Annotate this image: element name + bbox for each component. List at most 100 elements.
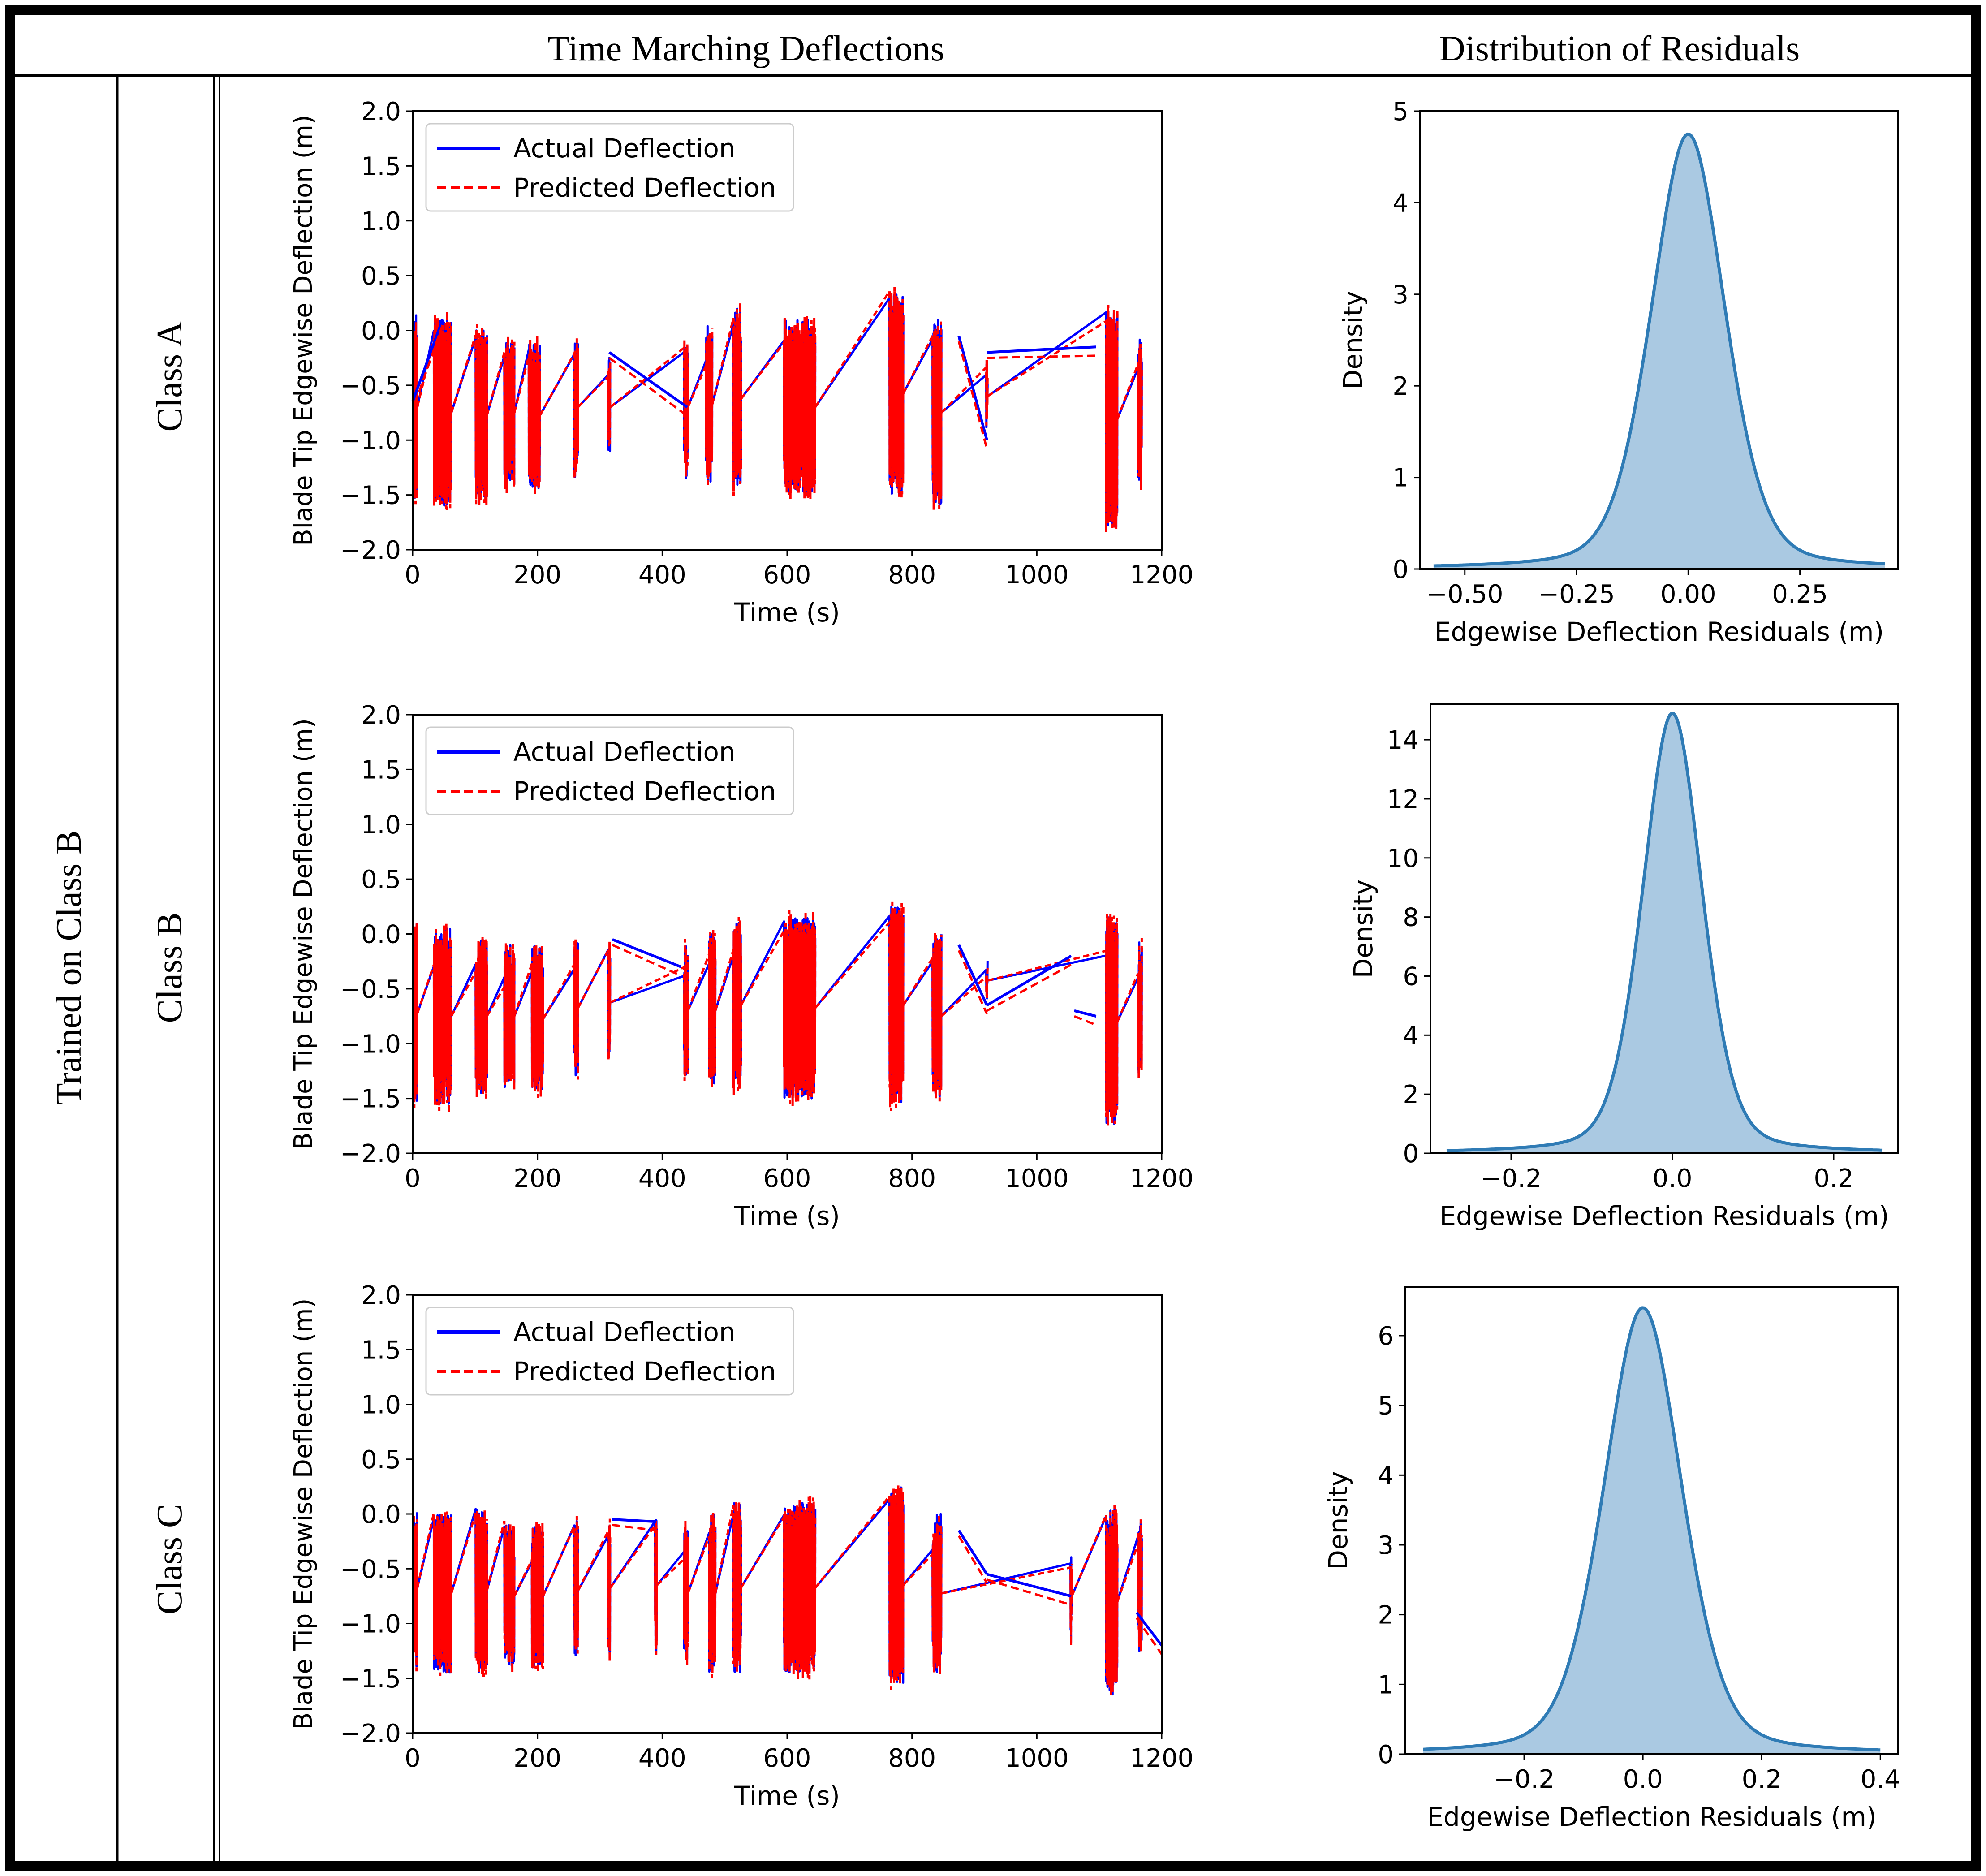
- ts-a-xtick-label-4: 800: [888, 561, 936, 590]
- ts-b-ytick-label-3: −0.5: [340, 975, 401, 1004]
- kde-b-xtick-label-2: 0.2: [1814, 1164, 1853, 1193]
- ts-c-ytick-label-6: 1.0: [361, 1391, 401, 1420]
- kde-c-ytick-label-2: 2: [1378, 1601, 1394, 1630]
- kde-b-chart: −0.2 0.0 0.2 0 2 4 6 8 10 12 14 Edgewise Deflection…: [1348, 703, 1899, 1231]
- ts-c-ytick-label-0: −2.0: [340, 1719, 401, 1748]
- ts-a-bridge-predicted-1: [608, 357, 688, 417]
- kde-c-ytick-label-1: 1: [1378, 1670, 1394, 1699]
- ts-b-chart: 0 200 400 600 800 1000 1200 −2.0 −1.5 −1.0 −0.5 0.0…: [289, 701, 1193, 1231]
- ts-b-ytick-label-7: 1.5: [361, 755, 401, 785]
- ts-a-xtick-label-1: 200: [513, 561, 561, 590]
- ts-a-xlabel: Time (s): [734, 597, 840, 628]
- ts-b-series-actual: [413, 906, 1143, 1125]
- kde-b-ytick-label-5: 10: [1387, 844, 1419, 873]
- kde-b-ytick-label-6: 12: [1387, 785, 1419, 814]
- kde-c-ytick-label-5: 5: [1378, 1392, 1394, 1421]
- ts-c-series-predicted: [413, 1485, 1143, 1696]
- ts-c-ytick-label-8: 2.0: [361, 1281, 401, 1310]
- ts-c-bridge-actual-2: [987, 1573, 1072, 1598]
- ts-b-xlabel: Time (s): [734, 1201, 840, 1231]
- kde-c-ytick-label-3: 3: [1378, 1531, 1394, 1560]
- kde-b-xtick-label-1: 0.0: [1652, 1164, 1692, 1193]
- ts-a-ytick-label-0: −2.0: [340, 536, 401, 565]
- ts-a-bridge-predicted-3: [987, 354, 1096, 359]
- ts-c-ytick-label-3: −0.5: [340, 1555, 401, 1584]
- ts-b-legend-box: [425, 726, 794, 815]
- ts-a-chart: 0 200 400 600 800 1000 1200 −2.0 −1.5 −1.0 −0.5 0.0…: [289, 97, 1193, 628]
- kde-b-ytick-label-2: 4: [1403, 1021, 1419, 1050]
- ts-a-ylabel: Blade Tip Edgewise Deflection (m): [289, 115, 318, 546]
- kde-a-kde-line: [1433, 132, 1885, 568]
- kde-a-chart: −0.50 −0.25 0.00 0.25 0 1 2 3 4 5 Edgewise Deflect…: [1338, 97, 1899, 647]
- ts-c-legend-predicted-label: Predicted Deflection: [513, 1356, 776, 1387]
- ts-b-xtick-label-3: 600: [763, 1164, 811, 1193]
- kde-a-ytick-label-2: 2: [1392, 372, 1409, 401]
- ts-a-bridge-actual-1: [608, 351, 688, 409]
- kde-b-ytick-label-7: 14: [1387, 726, 1419, 755]
- ts-c-xtick-label-3: 600: [763, 1744, 811, 1773]
- ts-b-xtick-label-5: 1000: [1005, 1164, 1069, 1193]
- ts-a-legend-box: [425, 123, 794, 212]
- kde-b-axes-frame: [1430, 703, 1899, 1154]
- ts-a-ytick-label-6: 1.0: [361, 207, 401, 236]
- header-time-marching: Time Marching Deflections: [547, 29, 944, 69]
- ts-c-ylabel: Blade Tip Edgewise Deflection (m): [289, 1298, 318, 1730]
- kde-a-ytick-label-5: 5: [1392, 97, 1409, 126]
- ts-a-bridge-actual-0: [411, 319, 444, 402]
- ts-b-xtick-label-6: 1200: [1130, 1164, 1194, 1193]
- ts-b-ytick-label-8: 2.0: [361, 701, 401, 730]
- kde-a-xtick-label-0: −0.50: [1426, 580, 1504, 609]
- kde-a-xlabel: Edgewise Deflection Residuals (m): [1435, 617, 1884, 647]
- ts-c-axes-frame: [412, 1294, 1163, 1734]
- ts-c-bridge-predicted-2: [987, 1578, 1072, 1606]
- kde-a-xtick-label-2: 0.00: [1660, 580, 1716, 609]
- ts-a-legend-predicted-label: Predicted Deflection: [513, 173, 776, 203]
- ts-b-bridge-predicted-1: [957, 950, 988, 1015]
- kde-c-axes-frame: [1404, 1286, 1899, 1755]
- kde-b-histogram-fill: [1447, 713, 1882, 1153]
- kde-b-ylabel: Density: [1348, 880, 1379, 979]
- kde-b-xlabel: Edgewise Deflection Residuals (m): [1439, 1201, 1889, 1231]
- ts-a-bridge-predicted-0: [411, 324, 444, 411]
- kde-c-kde-line: [1423, 1306, 1881, 1752]
- kde-a-xtick-label-3: 0.25: [1772, 580, 1828, 609]
- kde-c-xlabel: Edgewise Deflection Residuals (m): [1427, 1802, 1876, 1832]
- ts-a-ytick-label-2: −1.0: [340, 426, 401, 455]
- kde-c-ytick-label-6: 6: [1378, 1322, 1394, 1351]
- ts-c-ytick-label-2: −1.0: [340, 1610, 401, 1639]
- ts-c-chart: 0 200 400 600 800 1000 1200 −2.0 −1.5 −1.0 −0.5 0.0…: [289, 1281, 1193, 1811]
- ts-b-bridge-predicted-0: [612, 944, 682, 977]
- ts-a-xtick-label-3: 600: [763, 561, 811, 590]
- kde-a-ytick-label-3: 3: [1392, 280, 1409, 310]
- kde-c-ytick-label-4: 4: [1378, 1461, 1394, 1490]
- kde-a-ytick-label-0: 0: [1392, 555, 1409, 584]
- ts-b-ytick-label-5: 0.5: [361, 865, 401, 894]
- ts-c-bridge-actual-0: [612, 1518, 656, 1523]
- ts-b-legend-actual-label: Actual Deflection: [513, 737, 736, 767]
- ts-b-ytick-label-4: 0.0: [361, 920, 401, 949]
- ts-b-axes-frame: [412, 714, 1163, 1154]
- ts-c-xlabel: Time (s): [734, 1781, 840, 1811]
- ts-c-legend-box: [425, 1307, 794, 1396]
- class-a-label: Class A: [150, 321, 190, 431]
- ts-b-bridge-predicted-3: [1074, 1015, 1097, 1026]
- ts-a-xtick-label-2: 400: [638, 561, 686, 590]
- class-b-label: Class B: [150, 913, 190, 1023]
- kde-a-ylabel: Density: [1338, 291, 1368, 390]
- kde-b-ytick-label-0: 0: [1403, 1139, 1419, 1169]
- kde-b-ytick-label-3: 6: [1403, 962, 1419, 991]
- ts-b-ytick-label-2: −1.0: [340, 1030, 401, 1059]
- ts-a-ytick-label-1: −1.5: [340, 481, 401, 510]
- ts-a-bridge-predicted-2: [957, 341, 988, 449]
- kde-c-xtick-label-1: 0.0: [1623, 1765, 1663, 1794]
- ts-c-xtick-label-6: 1200: [1130, 1744, 1194, 1773]
- ts-a-ytick-label-7: 1.5: [361, 152, 401, 181]
- ts-b-xtick-label-4: 800: [888, 1164, 936, 1193]
- ts-a-ytick-label-5: 0.5: [361, 262, 401, 291]
- kde-c-xtick-label-3: 0.4: [1861, 1765, 1900, 1794]
- outer-border: [5, 5, 1981, 1871]
- ts-c-ytick-label-7: 1.5: [361, 1336, 401, 1365]
- kde-c-ylabel: Density: [1323, 1471, 1353, 1570]
- ts-b-ytick-label-1: −1.5: [340, 1085, 401, 1114]
